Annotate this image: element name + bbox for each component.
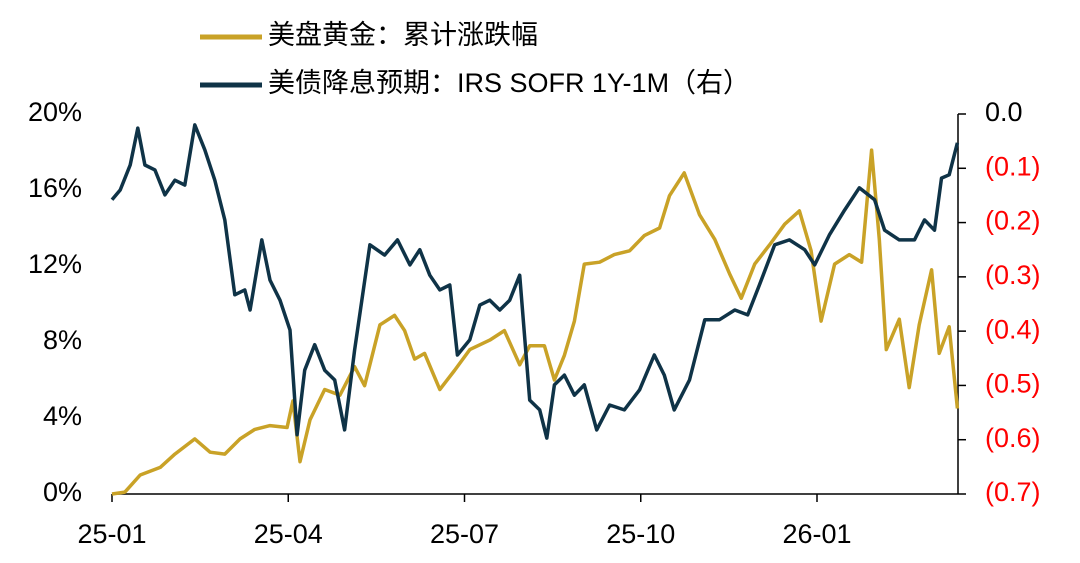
series-line bbox=[110, 123, 960, 440]
y2-tick-label: 0.0 bbox=[985, 97, 1023, 127]
legend-label: 美盘黄金：累计涨跌幅 bbox=[268, 20, 538, 50]
y-tick-label: 16% bbox=[28, 173, 82, 203]
y-tick-label: 8% bbox=[43, 325, 82, 355]
y-tick-label: 20% bbox=[28, 97, 82, 127]
legend-label: 美债降息预期：IRS SOFR 1Y-1M（右） bbox=[268, 68, 750, 98]
y2-tick-label: (0.1) bbox=[985, 151, 1041, 181]
x-tick-label: 25-01 bbox=[77, 519, 146, 549]
y-tick-label: 12% bbox=[28, 249, 82, 279]
y-tick-label: 0% bbox=[43, 477, 82, 507]
y2-tick-label: (0.3) bbox=[985, 260, 1041, 290]
y2-tick-label: (0.4) bbox=[985, 314, 1041, 344]
y2-tick-label: (0.5) bbox=[985, 369, 1041, 399]
series-line bbox=[111, 148, 960, 496]
y2-tick-label: (0.6) bbox=[985, 423, 1041, 453]
x-tick-label: 25-10 bbox=[606, 519, 675, 549]
y2-tick-label: (0.7) bbox=[985, 477, 1041, 507]
x-tick-label: 26-01 bbox=[782, 519, 851, 549]
x-tick-label: 25-04 bbox=[254, 519, 323, 549]
y-tick-label: 4% bbox=[43, 401, 82, 431]
y2-tick-label: (0.2) bbox=[985, 206, 1041, 236]
x-tick-label: 25-07 bbox=[430, 519, 499, 549]
